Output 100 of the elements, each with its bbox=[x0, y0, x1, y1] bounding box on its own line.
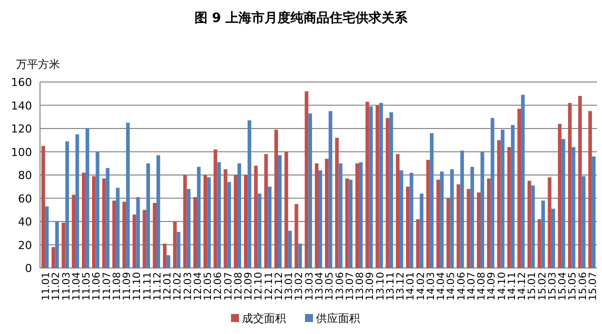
bar bbox=[588, 111, 592, 268]
bar bbox=[244, 175, 248, 268]
bar bbox=[551, 208, 556, 268]
bar bbox=[45, 206, 49, 268]
y-tick-label: 20 bbox=[18, 238, 32, 252]
bar bbox=[65, 141, 69, 268]
chart-title: 图 9 上海市月度纯商品住宅供求关系 bbox=[194, 10, 409, 26]
x-tick-label: 13.01 bbox=[284, 272, 296, 301]
x-tick-label: 14.11 bbox=[506, 272, 518, 301]
x-tick-label: 12.08 bbox=[233, 272, 244, 301]
bar bbox=[517, 108, 522, 268]
x-tick-label: 13.06 bbox=[334, 272, 346, 301]
x-tick-label: 11.04 bbox=[71, 272, 82, 301]
bar bbox=[456, 184, 460, 268]
bar bbox=[400, 170, 404, 268]
bar bbox=[55, 222, 59, 268]
bar bbox=[284, 152, 288, 268]
x-tick-label: 12.02 bbox=[172, 272, 184, 301]
bar bbox=[541, 200, 545, 268]
bar bbox=[531, 185, 535, 268]
bar bbox=[582, 176, 586, 268]
x-tick-label: 14.05 bbox=[446, 272, 458, 301]
x-tick-label: 13.04 bbox=[314, 272, 326, 301]
bar bbox=[345, 178, 349, 268]
x-tick-label: 12.12 bbox=[274, 272, 285, 301]
x-tick-label: 13.02 bbox=[294, 272, 306, 301]
bar bbox=[338, 163, 342, 268]
y-tick-label: 0 bbox=[25, 262, 32, 275]
bar bbox=[389, 112, 394, 268]
bar bbox=[480, 152, 484, 268]
bar bbox=[196, 166, 201, 268]
bar bbox=[258, 194, 262, 268]
x-tick-label: 11.12 bbox=[152, 272, 164, 301]
bar bbox=[207, 177, 211, 268]
bar bbox=[162, 244, 167, 268]
x-tick-label: 12.03 bbox=[182, 272, 194, 301]
bar bbox=[106, 168, 110, 268]
bar bbox=[365, 102, 370, 268]
bar bbox=[500, 130, 504, 268]
x-tick-label: 13.03 bbox=[304, 272, 316, 301]
bar bbox=[146, 163, 150, 268]
bar bbox=[237, 163, 242, 268]
bar bbox=[487, 178, 491, 268]
bar bbox=[86, 128, 90, 268]
x-tick-label: 13.05 bbox=[324, 272, 336, 301]
bar bbox=[436, 180, 440, 268]
bar bbox=[193, 197, 197, 268]
bar bbox=[142, 210, 146, 268]
bar bbox=[224, 169, 228, 268]
bar bbox=[298, 244, 302, 268]
bar bbox=[314, 163, 318, 268]
bar bbox=[176, 232, 180, 268]
x-tick-label: 14.01 bbox=[406, 272, 417, 301]
bar bbox=[264, 154, 268, 268]
bar bbox=[328, 111, 332, 268]
x-tick-label: 11.09 bbox=[122, 272, 134, 301]
bar bbox=[490, 118, 494, 268]
bar bbox=[369, 106, 373, 268]
x-tick-label: 11.11 bbox=[142, 272, 154, 301]
bar bbox=[183, 175, 187, 268]
bar bbox=[234, 175, 238, 268]
bar bbox=[420, 194, 424, 268]
bar bbox=[476, 192, 481, 268]
bar bbox=[112, 200, 116, 268]
bar bbox=[460, 150, 464, 268]
bar bbox=[75, 134, 80, 268]
bar bbox=[278, 155, 282, 268]
bar bbox=[166, 255, 170, 268]
x-tick-label: 14.07 bbox=[466, 272, 478, 301]
y-tick-label: 140 bbox=[11, 99, 32, 112]
y-tick-label: 160 bbox=[11, 76, 32, 89]
bar bbox=[426, 160, 430, 268]
bar bbox=[41, 146, 46, 268]
bar bbox=[548, 177, 552, 268]
x-tick-label: 13.10 bbox=[375, 272, 386, 301]
bar bbox=[294, 204, 298, 268]
bar bbox=[214, 149, 218, 268]
x-tick-label: 14.02 bbox=[416, 272, 427, 301]
y-tick-label: 100 bbox=[11, 146, 32, 159]
bar bbox=[440, 172, 444, 268]
x-tick-label: 11.02 bbox=[51, 272, 62, 301]
bar bbox=[416, 219, 420, 268]
bar bbox=[497, 140, 501, 268]
x-tick-label: 12.05 bbox=[203, 272, 214, 301]
x-tick-label: 13.08 bbox=[355, 272, 366, 301]
x-tick-label: 15.03 bbox=[547, 272, 558, 301]
bar bbox=[92, 176, 96, 268]
bar bbox=[568, 102, 572, 268]
legend-label: 成交面积 bbox=[242, 312, 286, 325]
bar bbox=[52, 247, 56, 268]
x-tick-label: 12.11 bbox=[264, 272, 275, 301]
x-tick-label: 11.10 bbox=[132, 272, 144, 301]
bar bbox=[217, 162, 221, 268]
bar bbox=[254, 166, 258, 268]
bar bbox=[126, 122, 130, 268]
bar bbox=[558, 124, 562, 268]
bar bbox=[102, 178, 106, 268]
bar bbox=[82, 172, 86, 268]
bar bbox=[318, 170, 322, 268]
bar bbox=[72, 194, 76, 268]
